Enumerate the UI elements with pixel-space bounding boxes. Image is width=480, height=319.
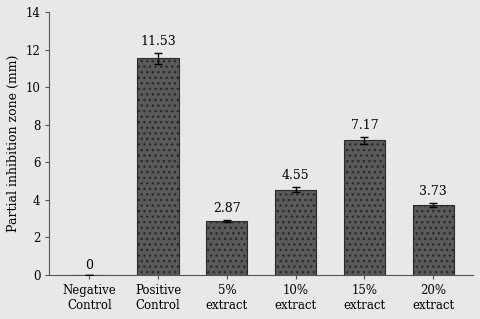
Bar (275, 189, 316, 275)
Text: 3.73: 3.73 (420, 185, 447, 198)
Bar (137, 58, 179, 275)
Bar (412, 205, 454, 275)
Text: 7.17: 7.17 (350, 119, 378, 132)
Text: 11.53: 11.53 (140, 35, 176, 48)
Bar (206, 221, 248, 275)
Text: 4.55: 4.55 (282, 169, 310, 182)
Y-axis label: Partial inhibition zone (mm): Partial inhibition zone (mm) (7, 55, 20, 232)
Text: 0: 0 (85, 259, 93, 272)
Text: 2.87: 2.87 (213, 202, 240, 215)
Bar (344, 140, 385, 275)
